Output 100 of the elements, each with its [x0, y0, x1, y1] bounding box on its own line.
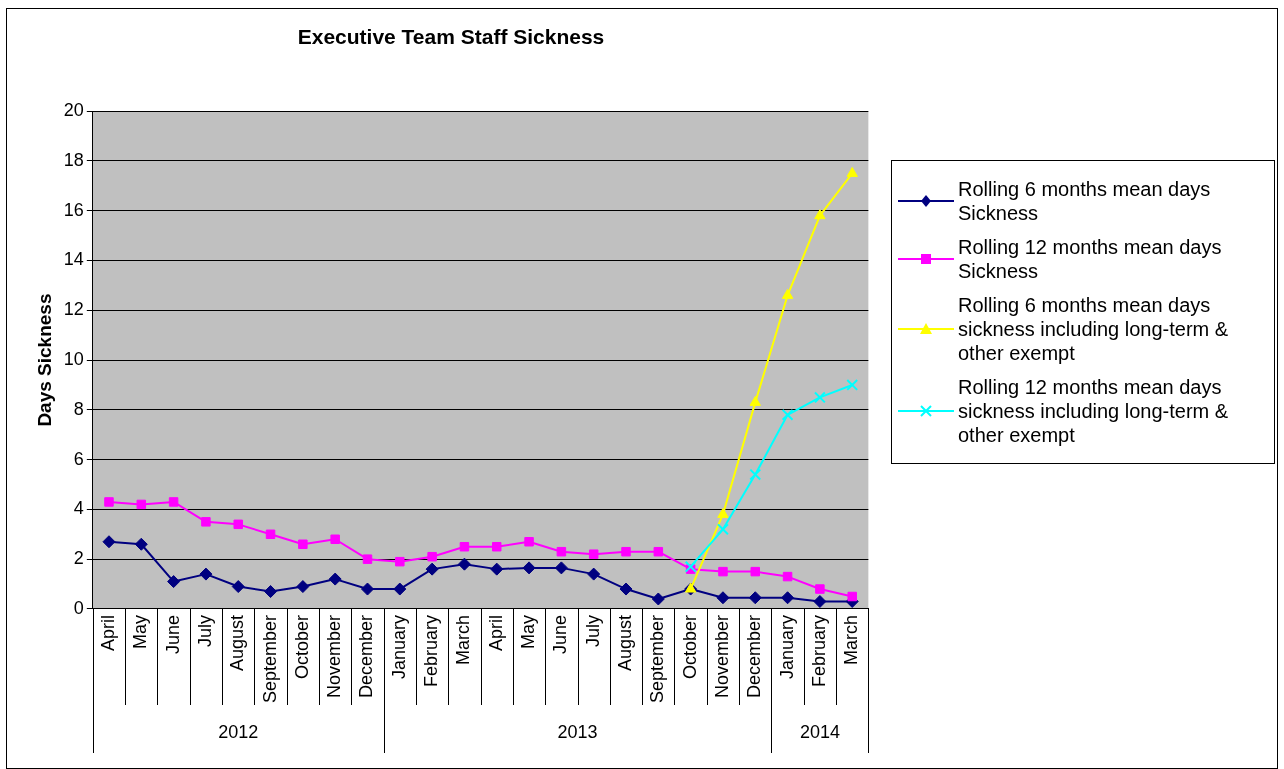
y-tick-label: 14 — [63, 249, 84, 270]
x-tick-label: June — [550, 614, 571, 654]
x-tick-label: January — [388, 614, 409, 679]
x-tick-label: February — [808, 614, 829, 687]
point — [651, 592, 665, 606]
point — [361, 582, 374, 596]
point — [749, 395, 761, 406]
x-tick-label: September — [259, 614, 280, 704]
x-tick-label: April — [485, 614, 506, 651]
point — [813, 594, 827, 608]
x-tick-label: March — [841, 614, 862, 665]
y-tick-label: 12 — [63, 299, 84, 320]
point — [846, 166, 858, 177]
y-tick-label: 4 — [73, 498, 84, 519]
x-tick-label: September — [647, 614, 668, 704]
point — [814, 209, 826, 220]
x-tick-label: November — [711, 614, 732, 698]
point — [524, 537, 534, 547]
x-tick-label: August — [614, 614, 635, 671]
y-tick-label: 2 — [73, 548, 84, 569]
point — [781, 591, 795, 605]
point — [233, 519, 243, 530]
point — [298, 539, 308, 549]
x-tick-label: May — [518, 614, 539, 649]
legend-label: Rolling 12 months mean days Sickness — [958, 235, 1223, 283]
x-tick-label: October — [291, 614, 312, 679]
point — [847, 591, 857, 602]
point — [717, 507, 729, 518]
text: 2012 — [218, 721, 259, 742]
chart-title: Executive Team Staff Sickness — [297, 25, 605, 49]
x-tick-label: October — [679, 614, 700, 679]
point — [395, 556, 405, 567]
point — [653, 546, 664, 557]
x-tick-label: March — [453, 614, 474, 665]
y-tick-label: 6 — [73, 448, 84, 469]
point — [782, 571, 793, 582]
x-tick-label: December — [744, 614, 765, 698]
point — [427, 551, 437, 562]
point — [813, 391, 826, 404]
x-tick-label: June — [162, 614, 183, 654]
point — [716, 591, 730, 605]
point — [264, 585, 278, 599]
y-tick-label: 0 — [73, 597, 84, 618]
x-tick-label: August — [227, 614, 248, 671]
x-tick-label: July — [582, 614, 603, 647]
point — [459, 541, 470, 552]
x-tick-label: April — [97, 614, 118, 651]
point — [201, 517, 211, 527]
point — [490, 562, 504, 576]
point — [167, 575, 181, 589]
point — [492, 541, 502, 552]
point — [231, 580, 245, 594]
point — [522, 561, 536, 575]
point — [781, 408, 794, 421]
point — [750, 566, 761, 577]
point — [168, 497, 179, 507]
point — [265, 529, 276, 540]
y-tick-label: 16 — [63, 199, 84, 220]
x-tick-label: December — [356, 614, 377, 698]
x-tick-label: February — [421, 614, 442, 687]
point — [136, 499, 147, 510]
point — [588, 549, 599, 559]
text: 2014 — [799, 721, 840, 742]
point — [748, 591, 762, 605]
point — [717, 523, 729, 536]
y-tick-label: 20 — [63, 100, 84, 121]
point — [199, 567, 213, 581]
point — [393, 582, 407, 596]
point — [134, 537, 148, 551]
x-tick-label: November — [324, 614, 345, 698]
x-tick-label: July — [194, 614, 215, 647]
point — [621, 546, 631, 557]
y-tick-label: 10 — [63, 349, 84, 370]
point — [104, 497, 114, 507]
point — [846, 379, 859, 391]
point — [587, 567, 601, 581]
point — [330, 534, 340, 545]
point — [718, 566, 728, 577]
point — [102, 535, 116, 549]
point — [296, 580, 310, 594]
point — [619, 582, 633, 596]
point — [328, 572, 342, 586]
x-tick-label: January — [776, 614, 797, 679]
y-axis-title: Days Sickness — [33, 293, 55, 427]
point — [781, 288, 794, 299]
point — [749, 468, 762, 481]
point — [556, 546, 567, 557]
legend-label: Rolling 6 months mean days sickness including long-term & other exempt — [958, 293, 1230, 365]
point — [425, 562, 439, 576]
x-tick-label: May — [130, 614, 151, 649]
point — [554, 561, 568, 575]
legend-label: Rolling 6 months mean days Sickness — [958, 177, 1212, 225]
y-tick-label: 8 — [73, 398, 84, 419]
text: 2013 — [557, 721, 598, 742]
y-tick-label: 18 — [63, 149, 84, 170]
point — [815, 584, 825, 594]
point — [684, 560, 697, 573]
point — [362, 554, 373, 564]
point — [457, 557, 471, 571]
legend-label: Rolling 12 months mean days sickness including long-term & other exempt — [958, 375, 1230, 447]
